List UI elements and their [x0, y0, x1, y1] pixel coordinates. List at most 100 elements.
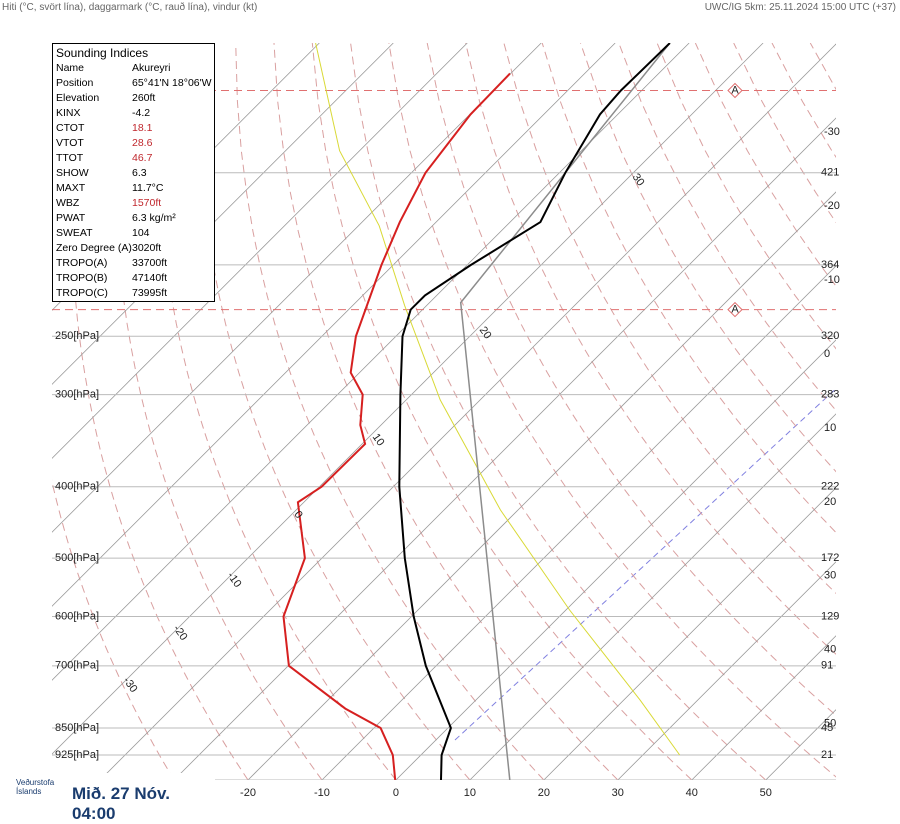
dry-adiabat [542, 43, 900, 780]
isotherm-label: 20 [824, 496, 836, 508]
height-label: 364 [821, 259, 839, 271]
index-value: 1570ft [132, 196, 214, 211]
index-label: TROPO(B) [53, 271, 132, 286]
y-tick-label: 600[hPa] [55, 610, 99, 622]
index-value: 65°41'N 18°06'W [132, 76, 214, 91]
x-tick-label: 10 [464, 787, 476, 799]
isotherm [470, 43, 900, 780]
index-label: Position [53, 76, 132, 91]
index-label: VTOT [53, 136, 132, 151]
dry-adiabat [619, 43, 900, 780]
curve-label: 0 [291, 509, 304, 521]
dry-adiabat [389, 43, 840, 780]
index-value: 28.6 [132, 136, 214, 151]
y-tick-label: 500[hPa] [55, 552, 99, 564]
y-tick-label: 850[hPa] [55, 722, 99, 734]
height-label: 421 [821, 167, 839, 179]
height-label: 91 [821, 660, 833, 672]
dry-adiabat [351, 43, 766, 780]
x-tick-label: -20 [240, 787, 256, 799]
index-row: Zero Degree (A)3020ft [53, 241, 214, 256]
index-value: 47140ft [132, 271, 214, 286]
height-label: 45 [821, 722, 833, 734]
tropopause-label: A [731, 84, 739, 96]
dry-adiabat [274, 43, 618, 780]
index-row: TROPO(A)33700ft [53, 256, 214, 271]
isotherm [692, 43, 900, 780]
index-value: 33700ft [132, 256, 214, 271]
x-tick-label: 50 [760, 787, 772, 799]
y-tick-label: 300[hPa] [55, 389, 99, 401]
valid-time: Mið. 27 Nóv. 04:00 [72, 784, 215, 824]
dry-adiabat [657, 43, 900, 780]
isotherm-label: -20 [824, 200, 840, 212]
logo: Veðurstofa Íslands [16, 778, 54, 796]
header-left: Hiti (°C, svört lína), daggarmark (°C, r… [2, 2, 257, 13]
dry-adiabat [581, 43, 900, 780]
height-label: 129 [821, 610, 839, 622]
isotherm-label: 10 [824, 422, 836, 434]
index-value: 73995ft [132, 286, 214, 301]
logo-line: Veðurstofa [16, 778, 54, 787]
index-label: MAXT [53, 181, 132, 196]
index-label: TTOT [53, 151, 132, 166]
index-value: 46.7 [132, 151, 214, 166]
isotherm [618, 43, 900, 780]
x-tick-label: -10 [314, 787, 330, 799]
footer: Veðurstofa Íslands Mið. 27 Nóv. 04:00 [0, 773, 215, 808]
y-tick-label: 250[hPa] [55, 330, 99, 342]
indices-title: Sounding Indices [53, 44, 214, 61]
index-row: TROPO(B)47140ft [53, 271, 214, 286]
index-label: Elevation [53, 91, 132, 106]
x-tick-label: 30 [612, 787, 624, 799]
isotherm [544, 43, 900, 780]
isotherm-label: 0 [824, 348, 830, 360]
index-value: 11.7°C [132, 181, 214, 196]
y-tick-label: 925[hPa] [55, 749, 99, 761]
index-row: KINX-4.2 [53, 106, 214, 121]
index-label: SHOW [53, 166, 132, 181]
index-label: TROPO(A) [53, 256, 132, 271]
dry-adiabat [849, 43, 900, 780]
curve-label: -10 [225, 570, 244, 590]
index-value: 104 [132, 226, 214, 241]
header-right: UWC/IG 5km: 25.11.2024 15:00 UTC (+37) [705, 2, 896, 13]
logo-line: Íslands [16, 787, 54, 796]
dry-adiabat [734, 43, 900, 780]
y-tick-label: 400[hPa] [55, 481, 99, 493]
index-label: CTOT [53, 121, 132, 136]
dry-adiabat [504, 43, 900, 780]
index-value: 6.3 [132, 166, 214, 181]
tropopause-label: A [731, 303, 739, 315]
isotherm-label: -30 [824, 126, 840, 138]
index-value: -4.2 [132, 106, 214, 121]
index-value: Akureyri [132, 61, 214, 76]
index-value: 260ft [132, 91, 214, 106]
y-tick-label: 700[hPa] [55, 660, 99, 672]
isotherm-label: 30 [824, 570, 836, 582]
index-label: TROPO(C) [53, 286, 132, 301]
height-label: 21 [821, 749, 833, 761]
isotherm-label: -10 [824, 274, 840, 286]
height-label: 172 [821, 552, 839, 564]
height-label: 320 [821, 330, 839, 342]
reference-line [455, 385, 840, 740]
height-label: 222 [821, 481, 839, 493]
profile-line [284, 74, 511, 781]
curve-label: -30 [121, 675, 140, 695]
index-label: Name [53, 61, 132, 76]
dry-adiabat [197, 43, 470, 780]
dry-adiabat [312, 43, 692, 780]
x-tick-label: 0 [393, 787, 399, 799]
isotherm-label: 40 [824, 644, 836, 656]
index-value: 18.1 [132, 121, 214, 136]
